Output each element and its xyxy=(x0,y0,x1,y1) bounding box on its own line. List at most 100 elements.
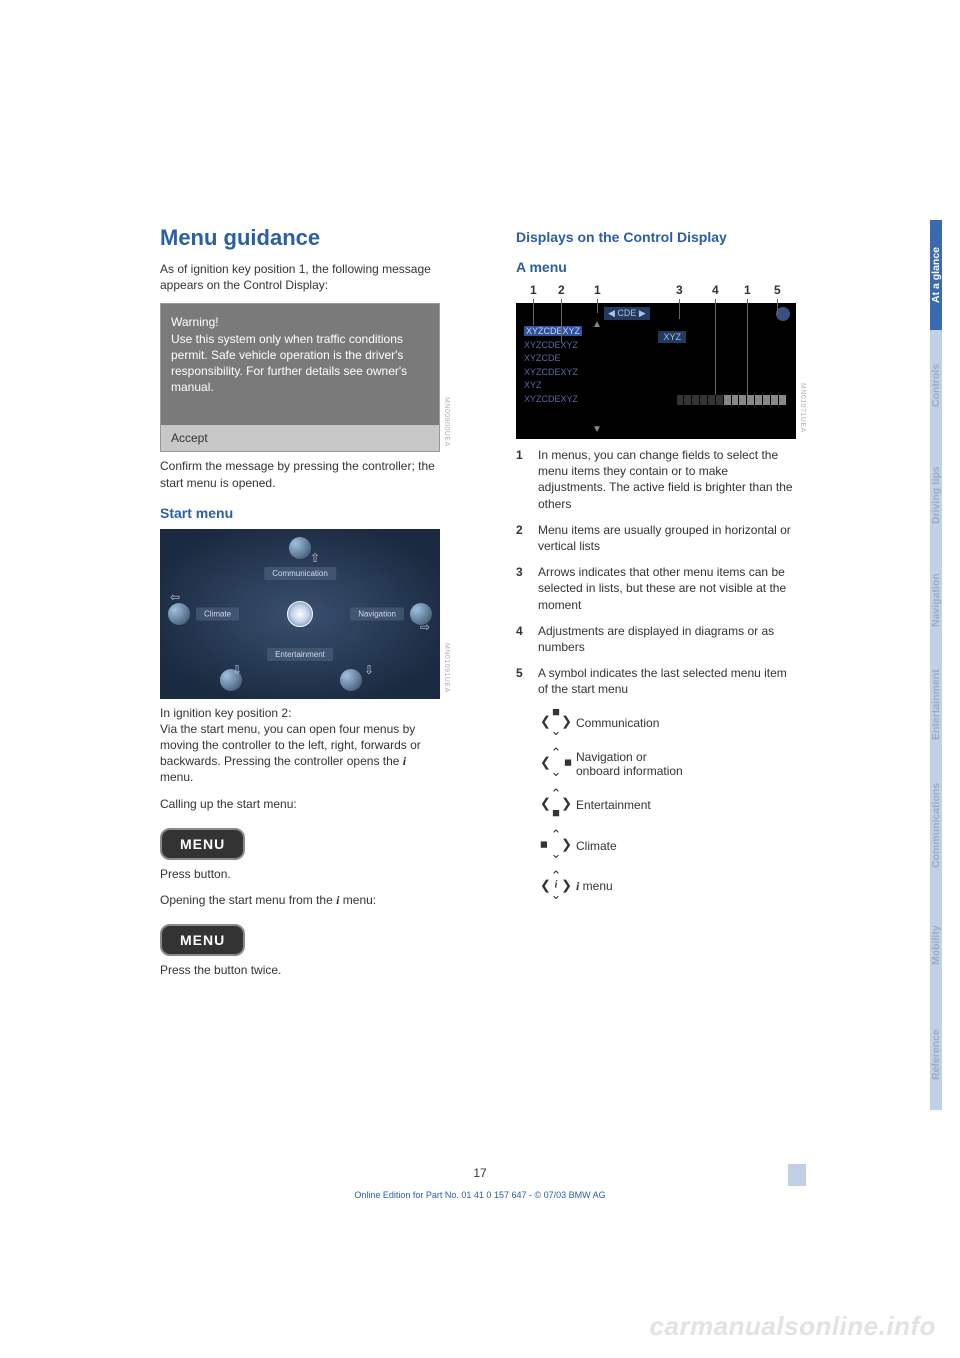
callup-text: Calling up the start menu: xyxy=(160,796,440,812)
adjustment-bar xyxy=(676,395,786,405)
diamond-up-icon: ■❮❯⌄ xyxy=(542,707,570,735)
warning-body: Use this system only when traffic condit… xyxy=(171,332,407,395)
callout-numbers: 1 2 1 3 4 1 5 xyxy=(516,283,796,301)
symbol-label: Climate xyxy=(576,839,617,853)
page-number-marker xyxy=(788,1164,806,1186)
callout-3: 3 xyxy=(676,283,683,297)
controller-center-icon xyxy=(287,601,313,627)
screen-menu-list: XYZCDEXYZ XYZCDEXYZ XYZCDE XYZCDEXYZ XYZ… xyxy=(524,325,582,406)
sm-label-navigation: Navigation xyxy=(350,607,404,620)
tab-navigation[interactable]: Navigation xyxy=(930,550,942,650)
start-menu-diagram: Communication Climate Navigation Enterta… xyxy=(160,529,440,699)
footer-text: Online Edition for Part No. 01 41 0 157 … xyxy=(0,1190,960,1200)
a-menu-diagram: 1 2 1 3 4 1 5 ◀ CDE ▶ XYZ XYZCDEXYZ XYZC… xyxy=(516,283,796,439)
symbol-climate: ⌃■❯⌄ Climate xyxy=(536,830,796,861)
list-item: XYZ xyxy=(524,379,582,393)
symbol-legend: ■❮❯⌄ Communication ⌃❮■⌄ Navigation or on… xyxy=(536,707,796,902)
list-item: XYZCDEXYZ xyxy=(524,393,582,407)
right-arrow-icon: ⇨ xyxy=(420,620,430,634)
diamond-right-icon: ⌃❮■⌄ xyxy=(542,748,570,776)
menu-button[interactable]: MENU xyxy=(160,924,245,956)
opening-text: Opening the start menu from the i menu: xyxy=(160,892,440,908)
symbol-imenu: ⌃❮❯⌄ i i menu xyxy=(536,871,796,902)
sm-label-entertainment: Entertainment xyxy=(267,648,333,661)
globe-icon xyxy=(289,537,311,559)
list-item: XYZCDEXYZ xyxy=(524,366,582,380)
right-column: Displays on the Control Display A menu 1… xyxy=(516,225,796,912)
tab-controls[interactable]: Controls xyxy=(930,330,942,440)
list-item: 2Menu items are usually grouped in horiz… xyxy=(516,522,796,554)
symbol-label: i menu xyxy=(576,879,613,894)
a-menu-heading: A menu xyxy=(516,259,796,275)
page-content: Menu guidance As of ignition key positio… xyxy=(160,225,796,1225)
tab-at-a-glance[interactable]: At a glance xyxy=(930,220,942,330)
page-title: Menu guidance xyxy=(160,225,440,251)
diamond-down-icon: ⌃❮❯■ xyxy=(542,789,570,817)
opening-suffix: menu: xyxy=(339,893,376,907)
callout-4: 4 xyxy=(712,283,719,297)
list-item: 3Arrows indicates that other menu items … xyxy=(516,564,796,613)
tab-driving-tips[interactable]: Driving tips xyxy=(930,440,942,550)
press-twice-text: Press the button twice. xyxy=(160,962,440,978)
up-arrow-icon: ▲ xyxy=(592,319,602,330)
callout-1: 1 xyxy=(530,283,537,297)
menu-button[interactable]: MENU xyxy=(160,828,245,860)
numbered-list: 1In menus, you can change fields to sele… xyxy=(516,447,796,697)
sm-label-communication: Communication xyxy=(264,567,336,580)
down-arrow-icon: ⇩ xyxy=(364,663,374,677)
list-item: 1In menus, you can change fields to sele… xyxy=(516,447,796,512)
side-tabs: At a glance Controls Driving tips Naviga… xyxy=(930,220,960,1110)
list-item: XYZCDEXYZ xyxy=(524,339,582,353)
diamond-center-icon: ⌃❮❯⌄ i xyxy=(542,871,570,899)
symbol-label: Navigation or onboard information xyxy=(576,750,683,778)
screen-selection: XYZ xyxy=(658,331,686,343)
para1-body: Via the start menu, you can open four me… xyxy=(160,722,421,768)
left-arrow-icon: ⇦ xyxy=(170,590,180,604)
warning-box: Warning! Use this system only when traff… xyxy=(160,303,440,452)
symbol-label: Communication xyxy=(576,716,659,730)
list-item: 4Adjustments are displayed in diagrams o… xyxy=(516,623,796,655)
accept-button[interactable]: Accept xyxy=(161,425,439,451)
press-button-text: Press button. xyxy=(160,866,440,882)
watermark: carmanualsonline.info xyxy=(650,1311,936,1342)
sm-label-climate: Climate xyxy=(196,607,239,620)
callout-2: 2 xyxy=(558,283,565,297)
para1-suffix: menu. xyxy=(160,770,193,784)
warning-heading: Warning! xyxy=(171,315,219,329)
image-code-2: MN01091UEA xyxy=(443,643,450,693)
warning-message: Warning! Use this system only when traff… xyxy=(161,304,439,425)
up-arrow-icon: ⇧ xyxy=(310,551,320,565)
page-number: 17 xyxy=(473,1166,486,1180)
globe-icon xyxy=(340,669,362,691)
displays-heading: Displays on the Control Display xyxy=(516,229,796,245)
down-arrow-icon: ⇩ xyxy=(232,663,242,677)
list-item: XYZCDE xyxy=(524,352,582,366)
symbol-label: Entertainment xyxy=(576,798,651,812)
globe-icon xyxy=(168,603,190,625)
image-code-3: MN01071UEA xyxy=(799,383,806,433)
diamond-left-icon: ⌃■❯⌄ xyxy=(542,830,570,858)
display-screen: ◀ CDE ▶ XYZ XYZCDEXYZ XYZCDEXYZ XYZCDE X… xyxy=(516,303,796,439)
list-item: XYZCDEXYZ xyxy=(524,326,582,336)
tab-reference[interactable]: Reference xyxy=(930,1000,942,1110)
opening-prefix: Opening the start menu from the xyxy=(160,893,336,907)
tab-communications[interactable]: Communications xyxy=(930,760,942,890)
start-menu-heading: Start menu xyxy=(160,505,440,521)
callout-1: 1 xyxy=(594,283,601,297)
info-i-icon: i xyxy=(403,754,406,768)
list-item: 5A symbol indicates the last selected me… xyxy=(516,665,796,697)
intro-text: As of ignition key position 1, the follo… xyxy=(160,261,440,293)
tab-entertainment[interactable]: Entertainment xyxy=(930,650,942,760)
screen-header: ◀ CDE ▶ xyxy=(604,307,650,320)
symbol-entertainment: ⌃❮❯■ Entertainment xyxy=(536,789,796,820)
para1-prefix: In ignition key position 2: xyxy=(160,706,291,720)
tab-mobility[interactable]: Mobility xyxy=(930,890,942,1000)
down-arrow-icon: ▼ xyxy=(592,424,602,435)
status-icon xyxy=(776,307,790,321)
callout-1: 1 xyxy=(744,283,751,297)
startmenu-para1: In ignition key position 2: Via the star… xyxy=(160,705,440,786)
image-code-1: MN00900UEA xyxy=(443,397,450,447)
symbol-navigation: ⌃❮■⌄ Navigation or onboard information xyxy=(536,748,796,779)
confirm-text: Confirm the message by pressing the cont… xyxy=(160,458,440,490)
symbol-communication: ■❮❯⌄ Communication xyxy=(536,707,796,738)
